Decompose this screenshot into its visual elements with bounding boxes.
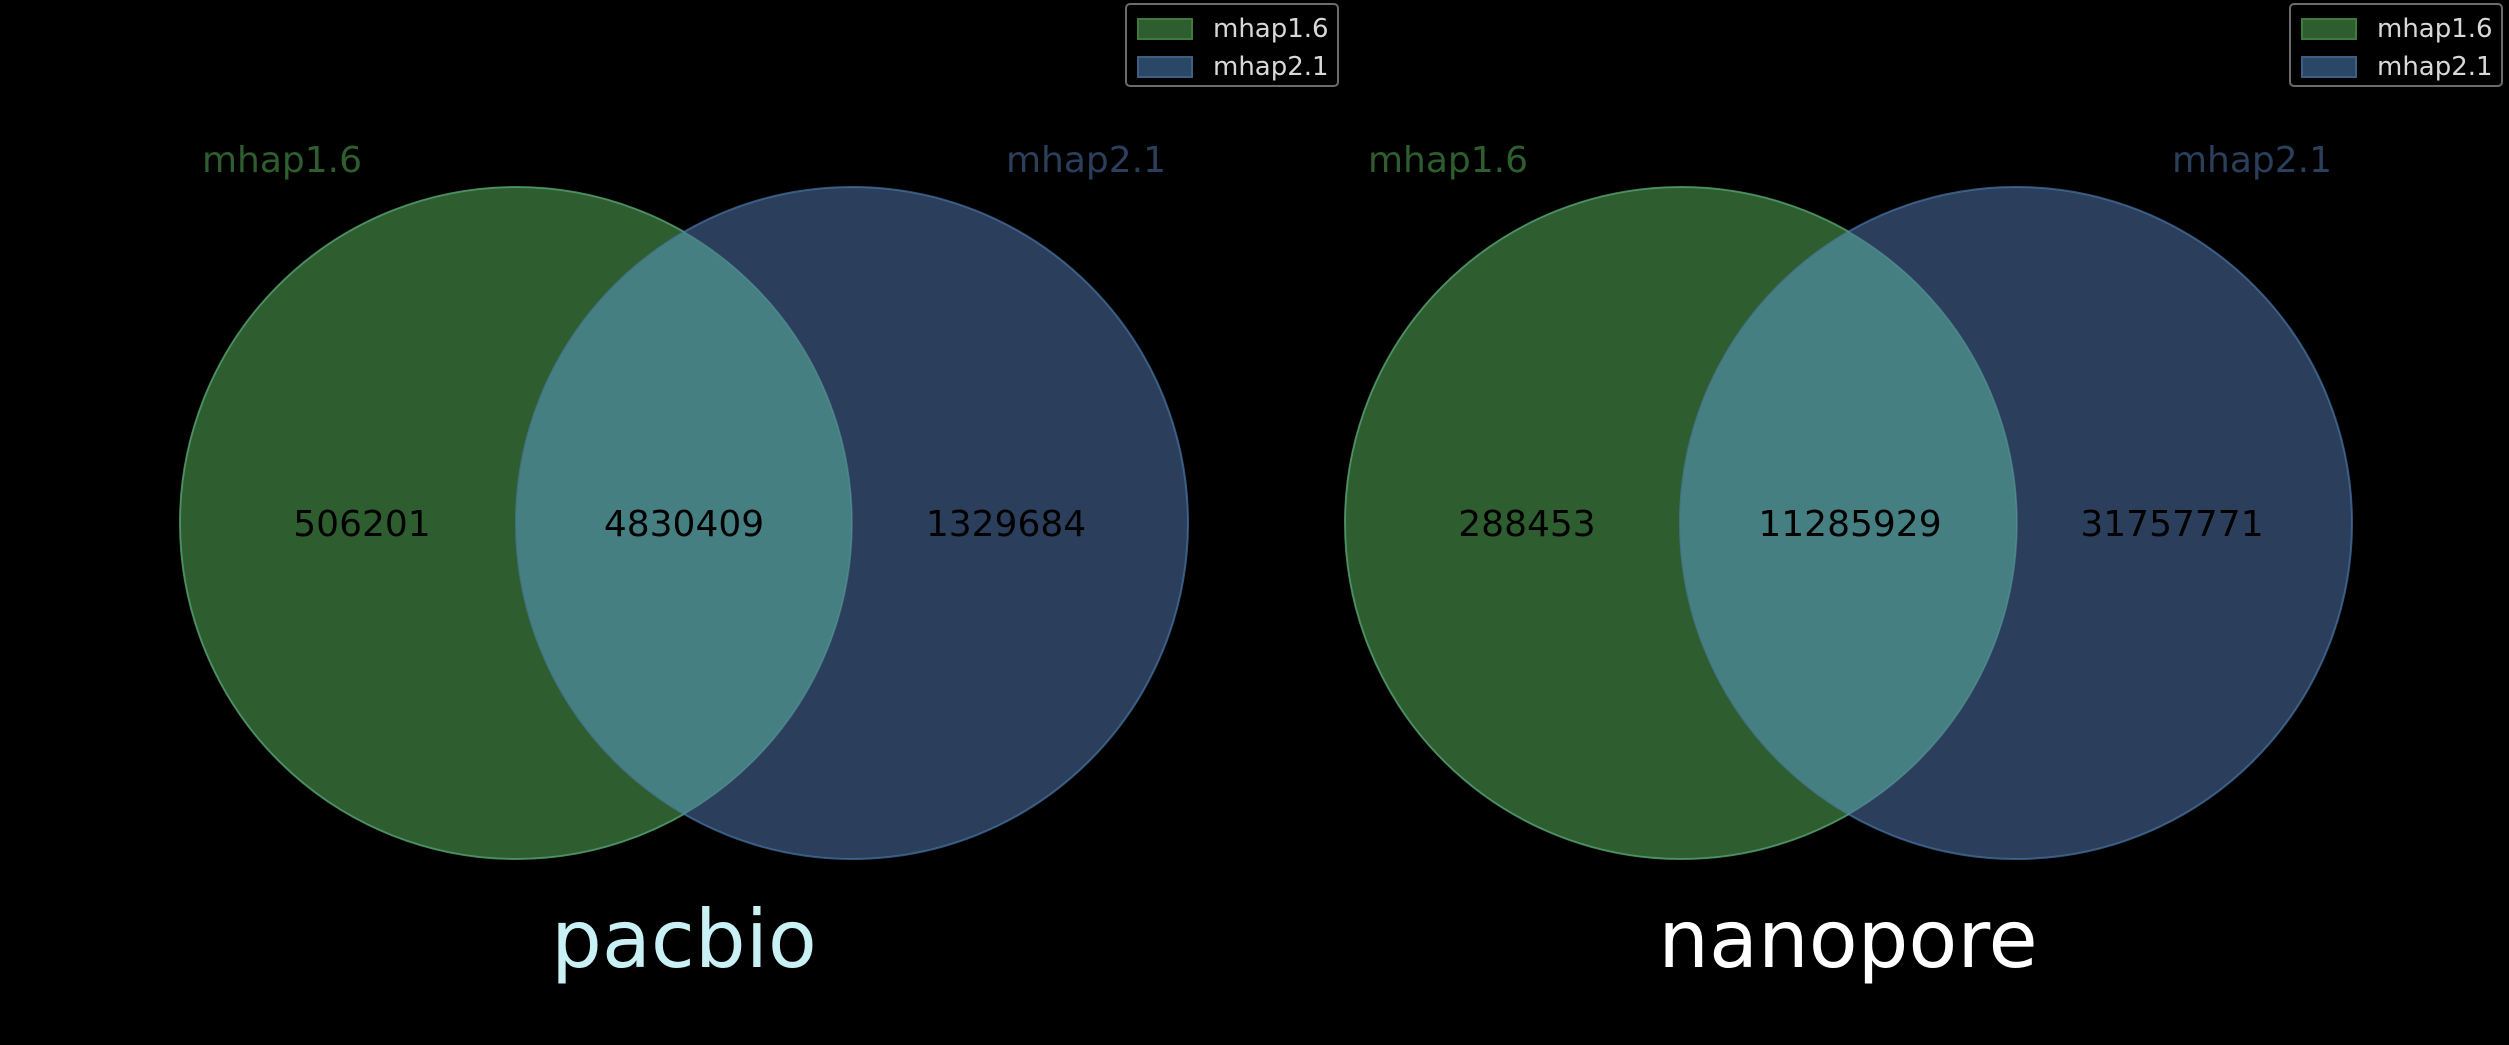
legend-entry-mhap2-1: mhap2.1 [1137,52,1329,82]
set-label-b: mhap2.1 [1006,140,1166,181]
legend-label: mhap1.6 [1213,14,1329,44]
region-only-a-count: 506201 [293,504,430,545]
region-only-a-count: 288453 [1458,504,1595,545]
legend-label: mhap2.1 [1213,52,1329,82]
region-overlap-count: 4830409 [604,504,764,545]
chart-title: nanopore [1658,893,2037,986]
venn-outline-set-a [1344,186,2018,860]
venn-outline-set-a [179,186,853,860]
legend-swatch-blue [2301,56,2357,78]
venn-overlap-region [516,187,852,859]
legend-entry-mhap2-1: mhap2.1 [2301,52,2493,82]
venn-nanopore: mhap1.6 mhap2.1 288453 11285929 31757771 nano… [1344,140,2353,986]
region-only-b-count: 1329684 [926,504,1086,545]
legend-label: mhap1.6 [2377,14,2493,44]
legend-swatch-blue [1137,56,1193,78]
venn-overlap-region [1680,187,2017,859]
chart-title: pacbio [551,893,817,986]
region-overlap-count: 11285929 [1758,504,1941,545]
legend-entry-mhap1-6: mhap1.6 [1137,14,1329,44]
legend-nanopore: mhap1.6 mhap2.1 [2289,3,2503,87]
set-label-a: mhap1.6 [202,140,362,181]
legend-swatch-green [1137,18,1193,40]
set-label-b: mhap2.1 [2172,140,2332,181]
region-only-b-count: 31757771 [2080,504,2263,545]
venn-pacbio: mhap1.6 mhap2.1 506201 4830409 1329684 pacbio [179,140,1189,986]
legend-label: mhap2.1 [2377,52,2493,82]
legend-pacbio: mhap1.6 mhap2.1 [1125,3,1339,87]
legend-entry-mhap1-6: mhap1.6 [2301,14,2493,44]
set-label-a: mhap1.6 [1368,140,1528,181]
legend-swatch-green [2301,18,2357,40]
